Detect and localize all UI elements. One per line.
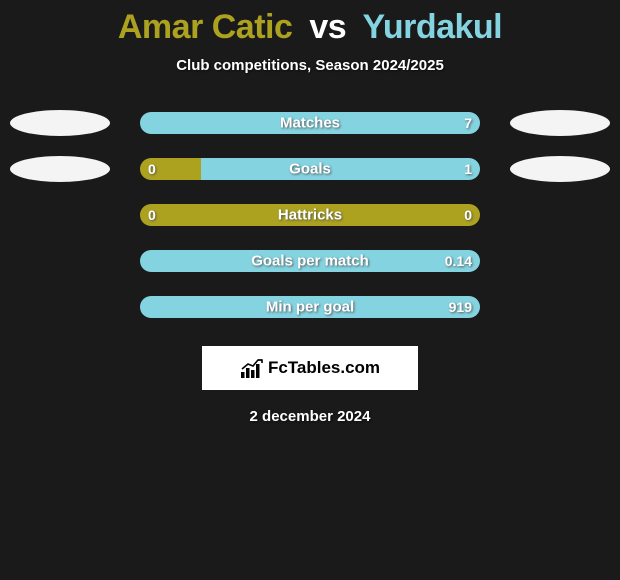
player2-placeholder-icon [510, 156, 610, 182]
stat-value-right: 919 [449, 299, 472, 315]
stat-row: Min per goal 919 [0, 296, 620, 318]
bars-trend-icon [240, 358, 264, 378]
stat-value-left: 0 [148, 207, 156, 223]
logo-prefix: Fc [268, 358, 288, 377]
stat-label: Goals per match [251, 253, 369, 270]
bar-right-segment [201, 158, 480, 180]
stat-label: Min per goal [266, 299, 354, 316]
stat-label: Matches [280, 115, 340, 132]
stat-row: Matches 7 [0, 112, 620, 134]
stat-value-right: 1 [464, 161, 472, 177]
logo-main: Tables [288, 358, 341, 377]
stat-bar: Hattricks 0 0 [140, 204, 480, 226]
stat-row: Goals 0 1 [0, 158, 620, 180]
stat-bar: Goals per match 0.14 [140, 250, 480, 272]
fctables-logo[interactable]: FcTables.com [202, 346, 418, 390]
stats-area: Matches 7 Goals 0 1 Hattricks 0 0 Goals per matc… [0, 112, 620, 318]
subtitle: Club competitions, Season 2024/2025 [176, 57, 444, 74]
page-title: Amar Catic vs Yurdakul [118, 8, 502, 47]
comparison-card: Amar Catic vs Yurdakul Club competitions… [0, 0, 620, 425]
stat-value-right: 7 [464, 115, 472, 131]
player1-placeholder-icon [10, 110, 110, 136]
vs-label: vs [309, 8, 346, 46]
stat-label: Goals [289, 161, 331, 178]
stat-row: Goals per match 0.14 [0, 250, 620, 272]
player2-name: Yurdakul [363, 8, 503, 46]
stat-row: Hattricks 0 0 [0, 204, 620, 226]
logo-suffix: .com [340, 358, 380, 377]
player2-placeholder-icon [510, 110, 610, 136]
stat-bar: Matches 7 [140, 112, 480, 134]
stat-value-left: 0 [148, 161, 156, 177]
stat-value-right: 0 [464, 207, 472, 223]
logo-text: FcTables.com [268, 358, 380, 378]
player1-placeholder-icon [10, 156, 110, 182]
stat-bar: Goals 0 1 [140, 158, 480, 180]
stat-bar: Min per goal 919 [140, 296, 480, 318]
date-label: 2 december 2024 [250, 408, 371, 425]
player1-name: Amar Catic [118, 8, 293, 46]
stat-label: Hattricks [278, 207, 342, 224]
stat-value-right: 0.14 [445, 253, 472, 269]
